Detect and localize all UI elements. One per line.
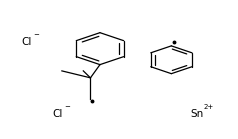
Text: −: − xyxy=(33,32,39,38)
Text: Sn: Sn xyxy=(190,109,204,119)
Text: Cl: Cl xyxy=(52,109,63,119)
Text: −: − xyxy=(64,104,70,110)
Text: 2+: 2+ xyxy=(203,104,214,110)
Text: Cl: Cl xyxy=(21,37,32,47)
